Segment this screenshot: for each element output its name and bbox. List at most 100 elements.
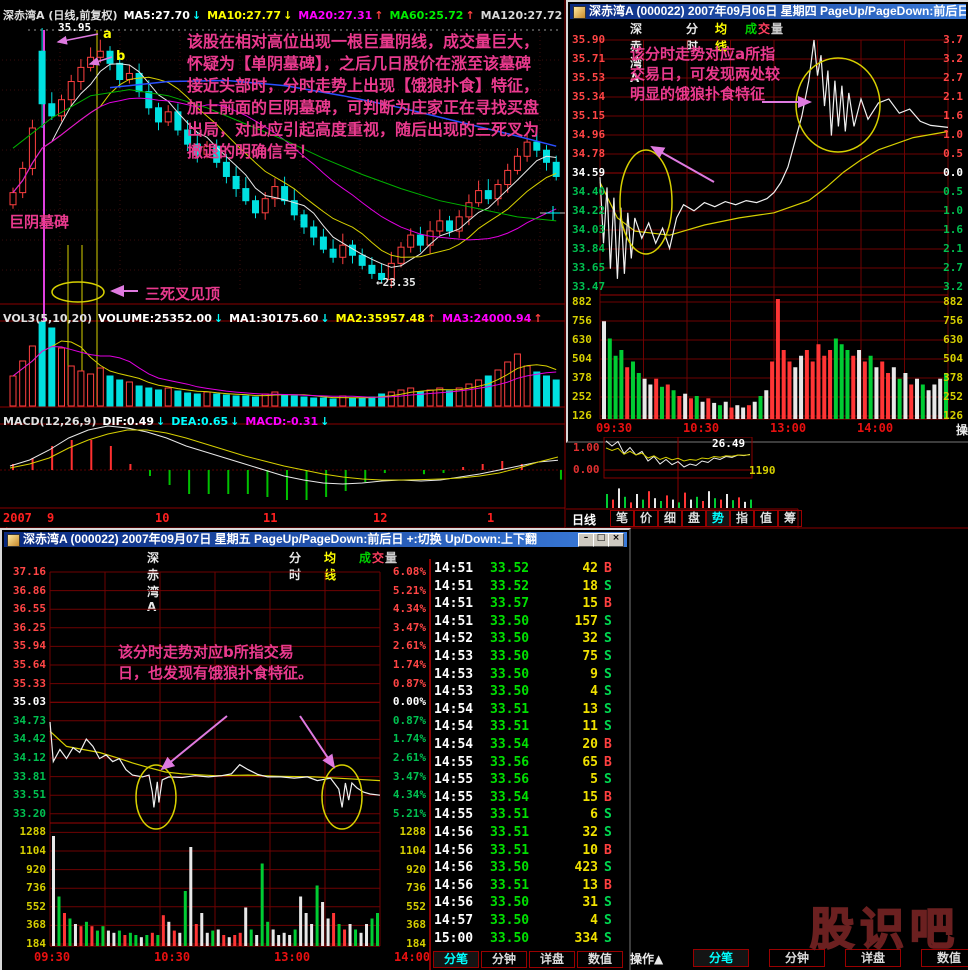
- table-row: 14:54 33.54 20 B: [432, 737, 624, 754]
- tick-price: 33.56: [490, 772, 530, 788]
- tick-volume: 6: [590, 807, 598, 823]
- view-tab-笔[interactable]: 笔: [610, 510, 634, 527]
- bottom-tab-数值[interactable]: 数值: [921, 949, 968, 967]
- view-tab-筹[interactable]: 筹: [778, 510, 802, 527]
- tick-direction: S: [604, 666, 612, 682]
- tick-volume: 31: [582, 895, 598, 911]
- intraday-window-0907[interactable]: 深赤湾A (000022) 2007年09月07日 星期五 PageUp/Pag…: [0, 528, 631, 970]
- indicator-value-0: 深赤湾A (日线,前复权): [3, 9, 118, 22]
- maximize-button[interactable]: □: [593, 533, 609, 547]
- percent-axis-label: 1.6: [943, 223, 963, 236]
- table-row: 14:52 33.50 32 S: [432, 631, 624, 648]
- price-axis-label: 34.12: [12, 751, 46, 764]
- legend-liang[interactable]: 量: [771, 22, 784, 36]
- intraday-chart-0907[interactable]: [4, 564, 430, 966]
- view-tab-指[interactable]: 指: [730, 510, 754, 527]
- tick-volume: 75: [582, 649, 598, 664]
- tick-price: 33.52: [490, 578, 530, 594]
- legend-cheng[interactable]: 成: [745, 22, 758, 36]
- price-axis-label: 34.22: [572, 204, 606, 217]
- bottom-tab-详盘[interactable]: 详盘: [845, 949, 901, 967]
- tick-volume: 20: [582, 737, 598, 752]
- mini-axis-0: 0.00: [573, 463, 600, 476]
- percent-axis-label: 3.47%: [392, 620, 426, 634]
- tick-direction: S: [604, 701, 612, 717]
- tick-volume: 15: [582, 789, 598, 805]
- table-row: 14:54 33.51 11 S: [432, 719, 624, 736]
- window-titlebar-0907[interactable]: 深赤湾A (000022) 2007年09月07日 星期五 PageUp/Pag…: [4, 532, 627, 547]
- indicator-value-5: MA120:27.72: [480, 9, 563, 22]
- volume-axis-label-right: 736: [406, 881, 426, 895]
- bottom-tab-分钟[interactable]: 分钟: [769, 949, 825, 967]
- view-tab-价[interactable]: 价: [634, 510, 658, 527]
- time-axis-label: 13:00: [770, 421, 807, 435]
- window-title-0906: 深赤湾A (000022) 2007年09月06日 星期四 PageUp/Pag…: [589, 4, 966, 18]
- operate-corner-label[interactable]: 操: [956, 423, 968, 437]
- intraday-window-0906[interactable]: 深赤湾A (000022) 2007年09月06日 星期四 PageUp/Pag…: [566, 0, 968, 443]
- table-tab-分笔[interactable]: 分笔: [433, 951, 479, 968]
- table-tab-分钟[interactable]: 分钟: [481, 951, 527, 968]
- tick-volume: 13: [582, 877, 598, 893]
- table-row: 14:56 33.51 32 S: [432, 825, 624, 842]
- legend-jiao[interactable]: 交: [758, 22, 771, 36]
- tick-direction: S: [604, 631, 612, 647]
- date-axis-label: 1: [487, 511, 495, 525]
- volume-axis-label-right: 504: [943, 352, 963, 365]
- tick-direction: B: [604, 842, 612, 858]
- tick-direction: B: [604, 754, 612, 770]
- tick-direction: B: [604, 561, 612, 576]
- table-tab-数值[interactable]: 数值: [577, 951, 623, 968]
- tick-direction: B: [604, 737, 612, 752]
- percent-axis-label: 2.7: [943, 261, 963, 274]
- view-tab-盘[interactable]: 盘: [682, 510, 706, 527]
- legend-junxian[interactable]: 均线: [715, 22, 728, 53]
- table-tab-详盘[interactable]: 详盘: [529, 951, 575, 968]
- tick-volume: 5: [590, 772, 598, 788]
- time-axis-label: 14:00: [857, 421, 894, 435]
- indicator-value-3: MACD:-0.31: [245, 415, 319, 428]
- percent-axis-label: 6.08%: [392, 565, 426, 578]
- percent-axis-label: 0.00%: [392, 695, 426, 709]
- view-tab-势[interactable]: 势: [706, 510, 730, 527]
- table-row: 14:57 33.50 4 S: [432, 913, 624, 930]
- tick-volume: 11: [582, 719, 598, 735]
- intraday-chart-0906[interactable]: [570, 35, 966, 435]
- price-axis-label: 35.03: [12, 695, 46, 709]
- tick-time: 14:54: [434, 719, 474, 735]
- mini-axis-1: 1.00: [573, 441, 600, 454]
- tick-direction: S: [604, 913, 612, 928]
- daily-annotation-text: 该股在相对高位出现一根巨量阴线，成交量巨大，怀疑为【单阴墓碑】，之后几日股价在涨…: [187, 32, 540, 161]
- price-axis-label: 35.33: [12, 676, 46, 690]
- tick-direction: S: [604, 719, 612, 735]
- table-row: 14:55 33.56 65 B: [432, 755, 624, 772]
- tick-price: 33.51: [490, 701, 530, 717]
- legend-jiao[interactable]: 交: [372, 551, 385, 565]
- price-axis-label: 34.73: [12, 713, 46, 727]
- operate-menu[interactable]: 操作▲: [630, 952, 664, 966]
- price-axis-label: 37.16: [12, 565, 46, 578]
- window-titlebar-0906[interactable]: 深赤湾A (000022) 2007年09月06日 星期四 PageUp/Pag…: [570, 4, 966, 19]
- minimize-button[interactable]: –: [578, 533, 594, 547]
- close-button[interactable]: ×: [608, 533, 624, 547]
- volume-axis-label: 736: [26, 881, 46, 895]
- trend-arrow-icon: ↓: [320, 415, 330, 428]
- view-tab-值[interactable]: 值: [754, 510, 778, 527]
- time-axis-0907: 09:30 10:30 13:00 14:00: [4, 950, 434, 965]
- bottom-tab-分笔[interactable]: 分笔: [693, 949, 749, 967]
- volume-axis-label-right: 126: [943, 409, 963, 422]
- period-label-daily[interactable]: 日线: [572, 513, 597, 527]
- tick-price: 33.50: [490, 631, 530, 647]
- volume-axis-label-right: 920: [406, 862, 426, 876]
- tick-volume: 4: [590, 684, 598, 700]
- view-tab-细[interactable]: 细: [658, 510, 682, 527]
- legend-liang[interactable]: 量: [385, 551, 398, 565]
- volume-axis-label-right: 552: [406, 899, 426, 913]
- legend-cheng[interactable]: 成: [359, 551, 372, 565]
- tick-price: 33.50: [490, 613, 530, 629]
- legend-fenshi[interactable]: 分时: [686, 22, 699, 53]
- table-row: 14:51 33.50 157 S: [432, 614, 624, 631]
- volume-axis-label: 1288: [19, 825, 47, 839]
- price-axis-label: 35.94: [12, 639, 46, 653]
- tick-price: 33.54: [490, 737, 530, 752]
- price-axis-label: 34.40: [572, 185, 606, 198]
